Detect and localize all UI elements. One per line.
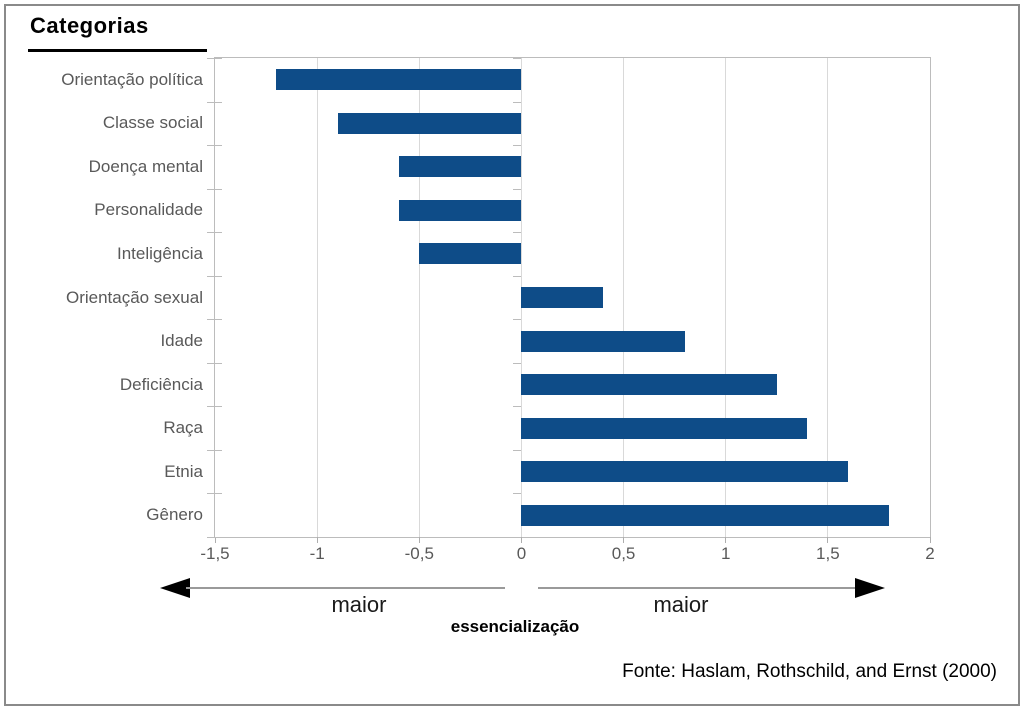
bar — [398, 199, 522, 221]
category-axis-tick-zero — [513, 232, 522, 233]
gridline — [827, 58, 829, 537]
x-axis-tick — [418, 537, 420, 543]
x-axis-tick — [827, 537, 829, 543]
x-axis-label: 2 — [925, 544, 935, 563]
category-label: Raça — [163, 418, 203, 438]
category-label: Gênero — [146, 505, 203, 525]
gridline — [316, 58, 318, 537]
category-axis-tick-zero — [513, 189, 522, 190]
left-arrow-line — [186, 587, 505, 589]
category-label: Idade — [160, 331, 203, 351]
category-label: Orientação sexual — [65, 287, 203, 307]
chart-title: Categorias — [30, 13, 149, 38]
category-axis-tick — [207, 102, 222, 103]
bar — [398, 156, 522, 178]
gridline — [725, 58, 727, 537]
category-axis-tick-zero — [513, 276, 522, 277]
x-axis-tick — [214, 537, 216, 543]
left-maior-label: maior — [331, 592, 387, 617]
x-axis-label: -1 — [309, 544, 325, 563]
plot-area: -1,5 -1 -0,5 0 0,5 1 1,5 2 Orientação política Cl… — [61, 57, 935, 563]
x-axis-label: 1,5 — [816, 544, 840, 563]
bar — [521, 330, 685, 352]
category-axis-tick — [207, 276, 222, 277]
category-axis-tick-zero — [513, 58, 522, 59]
bar — [521, 417, 808, 439]
bar — [521, 461, 849, 483]
x-axis-label: 0,5 — [611, 544, 636, 563]
x-axis-label: -1,5 — [200, 544, 230, 563]
x-axis-tick — [623, 537, 625, 543]
x-axis-tick — [520, 537, 522, 543]
x-axis-label: 0 — [516, 544, 527, 563]
bar — [276, 69, 522, 91]
category-label: Classe social — [102, 113, 203, 133]
bar — [337, 112, 522, 134]
category-axis-tick — [207, 189, 222, 190]
left-arrowhead-icon — [160, 578, 190, 598]
gridline — [623, 58, 625, 537]
category-axis-tick-zero — [513, 319, 522, 320]
category-label: Personalidade — [94, 200, 203, 220]
source-citation: Fonte: Haslam, Rothschild, and Ernst (20… — [622, 661, 997, 682]
right-arrowhead-icon — [855, 578, 885, 598]
category-label: Deficiência — [119, 374, 203, 394]
category-axis-tick-zero — [513, 450, 522, 451]
right-maior-label: maior — [653, 592, 709, 617]
gridline — [418, 58, 420, 537]
category-axis-tick — [207, 319, 222, 320]
category-axis-tick — [207, 363, 222, 364]
category-axis-tick-zero — [513, 145, 522, 146]
category-axis-tick-zero — [513, 102, 522, 103]
bar — [521, 504, 890, 526]
x-axis-label: 1 — [720, 544, 731, 563]
category-axis-tick-zero — [513, 363, 522, 364]
category-axis-tick — [207, 58, 222, 59]
category-axis-tick-zero — [513, 493, 522, 494]
category-axis-tick — [207, 537, 222, 538]
x-axis-tick — [725, 537, 727, 543]
category-label: Inteligência — [116, 243, 203, 263]
category-axis-tick-zero — [513, 537, 522, 538]
right-arrow-line — [538, 587, 855, 589]
category-axis-tick — [207, 406, 222, 407]
category-label: Doença mental — [88, 156, 203, 176]
category-axis-tick-zero — [513, 406, 522, 407]
essentialization-axis-title: essencialização — [450, 617, 580, 636]
bar — [521, 374, 777, 396]
category-axis-tick — [207, 232, 222, 233]
bar — [419, 243, 522, 265]
category-axis-tick — [207, 493, 222, 494]
category-axis-tick — [207, 145, 222, 146]
bar — [521, 287, 604, 308]
x-axis-label: -0,5 — [404, 544, 434, 563]
x-axis-tick — [316, 537, 318, 543]
category-label: Etnia — [164, 461, 203, 481]
category-axis-tick — [207, 450, 222, 451]
category-label: Orientação política — [61, 69, 203, 89]
title-underline — [28, 49, 207, 52]
x-axis-tick — [929, 537, 931, 543]
